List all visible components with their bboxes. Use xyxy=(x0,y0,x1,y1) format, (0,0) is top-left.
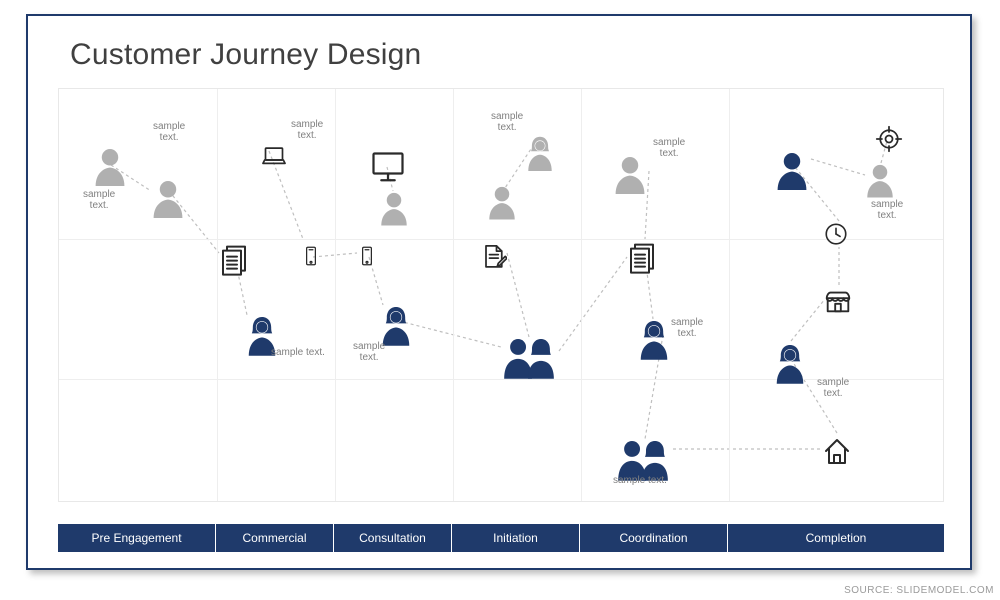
grid-col-divider xyxy=(453,89,454,501)
connector-line xyxy=(811,159,865,175)
phone-icon xyxy=(301,241,321,271)
node-label: sample text. xyxy=(613,475,667,486)
grid-row-divider xyxy=(59,379,943,380)
stage-pre-engagement: Pre Engagement xyxy=(58,524,216,552)
connector-line xyxy=(791,299,825,341)
node-label: sample text. xyxy=(653,137,685,159)
laptop-icon xyxy=(257,143,291,170)
node-label: sample text. xyxy=(83,189,115,211)
pair-icon xyxy=(501,337,559,379)
edit-icon xyxy=(479,241,507,272)
stage-consultation: Consultation xyxy=(334,524,452,552)
stage-coordination: Coordination xyxy=(580,524,728,552)
node-label: sample text. xyxy=(153,121,185,143)
document-icon xyxy=(219,241,251,276)
node-label: sample text. xyxy=(291,119,323,141)
person-icon xyxy=(93,147,127,186)
personF-icon xyxy=(525,135,555,171)
connector-line xyxy=(507,253,529,337)
journey-canvas: sample text. sample text. sample text. samp… xyxy=(58,88,944,502)
connector-line xyxy=(559,257,627,351)
stage-initiation: Initiation xyxy=(452,524,580,552)
source-credit: SOURCE: SLIDEMODEL.COM xyxy=(844,585,994,596)
shop-icon xyxy=(823,285,853,315)
grid-row-divider xyxy=(59,239,943,240)
personF-icon xyxy=(637,319,671,360)
stage-completion: Completion xyxy=(728,524,944,552)
person-icon xyxy=(865,163,895,198)
document-icon xyxy=(627,239,659,274)
person-icon xyxy=(775,151,809,190)
person-icon xyxy=(487,185,517,220)
home-icon xyxy=(821,435,853,467)
personF-icon xyxy=(379,305,413,346)
grid-col-divider xyxy=(335,89,336,501)
personF-icon xyxy=(773,343,807,384)
person-icon xyxy=(379,191,409,226)
slide-title: Customer Journey Design xyxy=(70,38,421,72)
person-icon xyxy=(613,155,647,194)
clock-icon xyxy=(823,221,849,247)
connector-line xyxy=(399,321,501,347)
node-label: sample text. xyxy=(817,377,849,399)
stage-commercial: Commercial xyxy=(216,524,334,552)
node-label: sample text. xyxy=(871,199,903,221)
slide-frame: Customer Journey Design sample text.samp… xyxy=(26,14,972,570)
grid-col-divider xyxy=(729,89,730,501)
node-label: sample text. xyxy=(353,341,385,363)
node-label: sample text. xyxy=(491,111,523,133)
person-icon xyxy=(151,179,185,218)
stage-bar: Pre EngagementCommercialConsultationInit… xyxy=(58,524,944,552)
node-label: sample text. xyxy=(271,347,325,358)
grid-col-divider xyxy=(217,89,218,501)
phone-icon xyxy=(357,241,377,271)
connector-layer xyxy=(59,89,943,501)
monitor-icon xyxy=(367,149,409,185)
node-label: sample text. xyxy=(671,317,703,339)
target-icon xyxy=(875,125,903,153)
grid-col-divider xyxy=(581,89,582,501)
